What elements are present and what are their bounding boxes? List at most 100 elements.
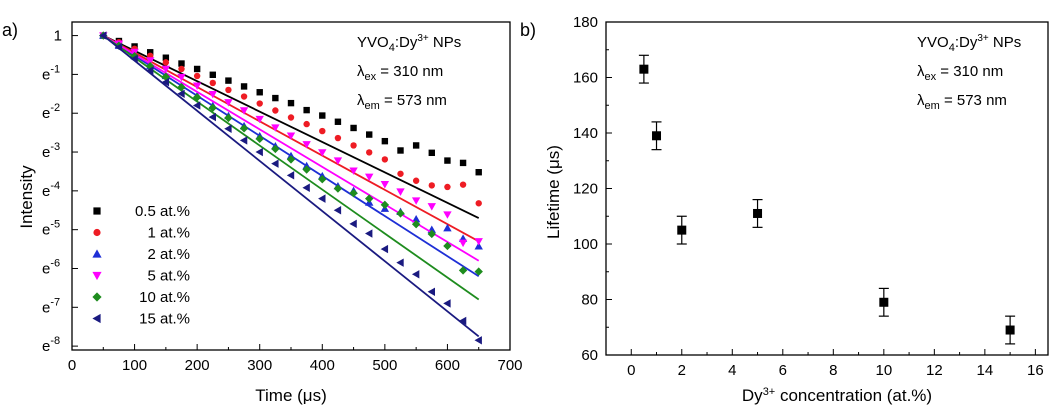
panel-a-annotation-emission: λem = 573 nm	[357, 92, 447, 112]
legend-label: 0.5 at.%	[135, 203, 190, 220]
data-point	[255, 147, 263, 157]
data-point	[412, 142, 420, 149]
data-point	[319, 112, 326, 119]
data-point	[366, 149, 373, 156]
data-point	[240, 93, 248, 100]
panel-a-y-tick-label: e-3	[42, 141, 60, 161]
data-point	[349, 167, 358, 175]
data-point	[208, 103, 217, 112]
data-point	[397, 147, 404, 154]
legend-marker	[93, 207, 101, 215]
data-point	[240, 83, 248, 90]
data-point	[349, 188, 358, 198]
data-point	[303, 106, 310, 114]
data-point	[302, 141, 311, 149]
panel-b-x-tick-label: 4	[728, 362, 736, 379]
data-point	[224, 124, 232, 133]
panel-a-label: a)	[2, 20, 18, 40]
data-point	[209, 79, 216, 87]
panel-a-x-axis-label: Time (μs)	[255, 386, 327, 405]
data-point	[162, 59, 170, 66]
data-point	[271, 159, 279, 168]
data-point	[271, 144, 280, 154]
panel-b-annotation-excitation: λex = 310 nm	[917, 63, 1003, 83]
data-point	[302, 183, 310, 192]
data-point	[178, 65, 185, 73]
panel-b-y-axis-label: Lifetime (μs)	[544, 145, 563, 239]
data-point	[225, 77, 232, 84]
data-point	[411, 197, 421, 205]
data-point	[443, 299, 451, 308]
panel-a-x-tick-label: 700	[497, 357, 522, 374]
data-point	[318, 149, 327, 157]
data-point	[318, 175, 327, 184]
panel-a-x-tick-label: 400	[310, 357, 335, 374]
panel-a-x-tick-label: 100	[122, 357, 147, 374]
data-point	[193, 65, 201, 73]
panel-a-x-tick-label: 0	[68, 357, 76, 374]
data-point	[224, 99, 233, 107]
data-point	[349, 219, 357, 229]
data-point	[302, 165, 311, 174]
fit-line	[102, 34, 480, 338]
data-point	[365, 229, 373, 238]
panel-b-y-tick-label: 160	[573, 70, 598, 87]
legend-label: 15 at.%	[139, 311, 190, 328]
data-point	[208, 112, 216, 122]
data-point	[381, 137, 389, 145]
data-point	[444, 183, 451, 191]
data-point	[193, 72, 201, 80]
data-point	[396, 188, 405, 196]
data-point	[287, 99, 295, 107]
data-point	[333, 157, 343, 165]
series-6	[99, 31, 482, 345]
legend-marker	[93, 228, 101, 237]
data-point	[427, 229, 436, 239]
legend-label: 5 at.%	[147, 268, 190, 285]
data-point	[427, 203, 436, 211]
data-point	[1005, 325, 1015, 335]
panel-b-x-tick-label: 2	[678, 362, 686, 379]
data-point	[239, 136, 248, 145]
data-point	[272, 94, 279, 102]
panel-a-y-tick-label: e-1	[42, 63, 60, 83]
legend-marker	[92, 313, 101, 324]
panel-b-y-tick-label: 80	[581, 292, 598, 309]
data-point	[365, 194, 374, 203]
data-point	[287, 114, 295, 121]
data-point	[209, 71, 216, 78]
data-point	[443, 223, 452, 232]
data-point	[178, 60, 185, 67]
panel-b-x-tick-label: 0	[627, 362, 635, 379]
panel-a-annotation-excitation: λex = 310 nm	[357, 63, 443, 83]
data-point	[271, 124, 280, 132]
data-point	[303, 120, 310, 128]
data-point	[350, 124, 357, 132]
data-point	[365, 173, 374, 182]
data-point	[459, 181, 467, 188]
panel-b-annotation-compound: YVO4:Dy3+ NPs	[917, 33, 1021, 54]
data-point	[474, 242, 483, 250]
data-point	[177, 73, 186, 82]
data-point	[458, 316, 467, 326]
legend-marker	[92, 292, 102, 302]
data-point	[397, 170, 404, 177]
data-point	[333, 206, 342, 215]
panel-a-legend: 0.5 at.% 1 at.% 2 at.% 5 at.% 10 at.% 15 at.%	[92, 203, 190, 328]
data-point	[411, 270, 420, 279]
data-point	[444, 157, 451, 164]
data-point	[474, 238, 483, 246]
panel-a-x-tick-label: 600	[435, 357, 460, 374]
panel-a-y-tick-label: e-5	[42, 219, 60, 239]
panel-b-x-tick-label: 14	[977, 362, 994, 379]
data-point	[99, 31, 107, 40]
data-point	[380, 200, 390, 210]
panel-b-y-tick-label: 140	[573, 125, 598, 142]
panel-a-x-tick-label: 300	[247, 357, 272, 374]
data-point	[333, 184, 343, 193]
data-point	[443, 211, 452, 219]
panel-a-chart: 0 100 200 300 400 500 600 700 1 e-1 e-2 e-3 e-4 e-5 e-…	[42, 21, 523, 374]
series-5	[99, 31, 483, 301]
panel-b-x-tick-label: 16	[1027, 362, 1044, 379]
panel-a-y-tick-label: e-7	[42, 296, 60, 316]
